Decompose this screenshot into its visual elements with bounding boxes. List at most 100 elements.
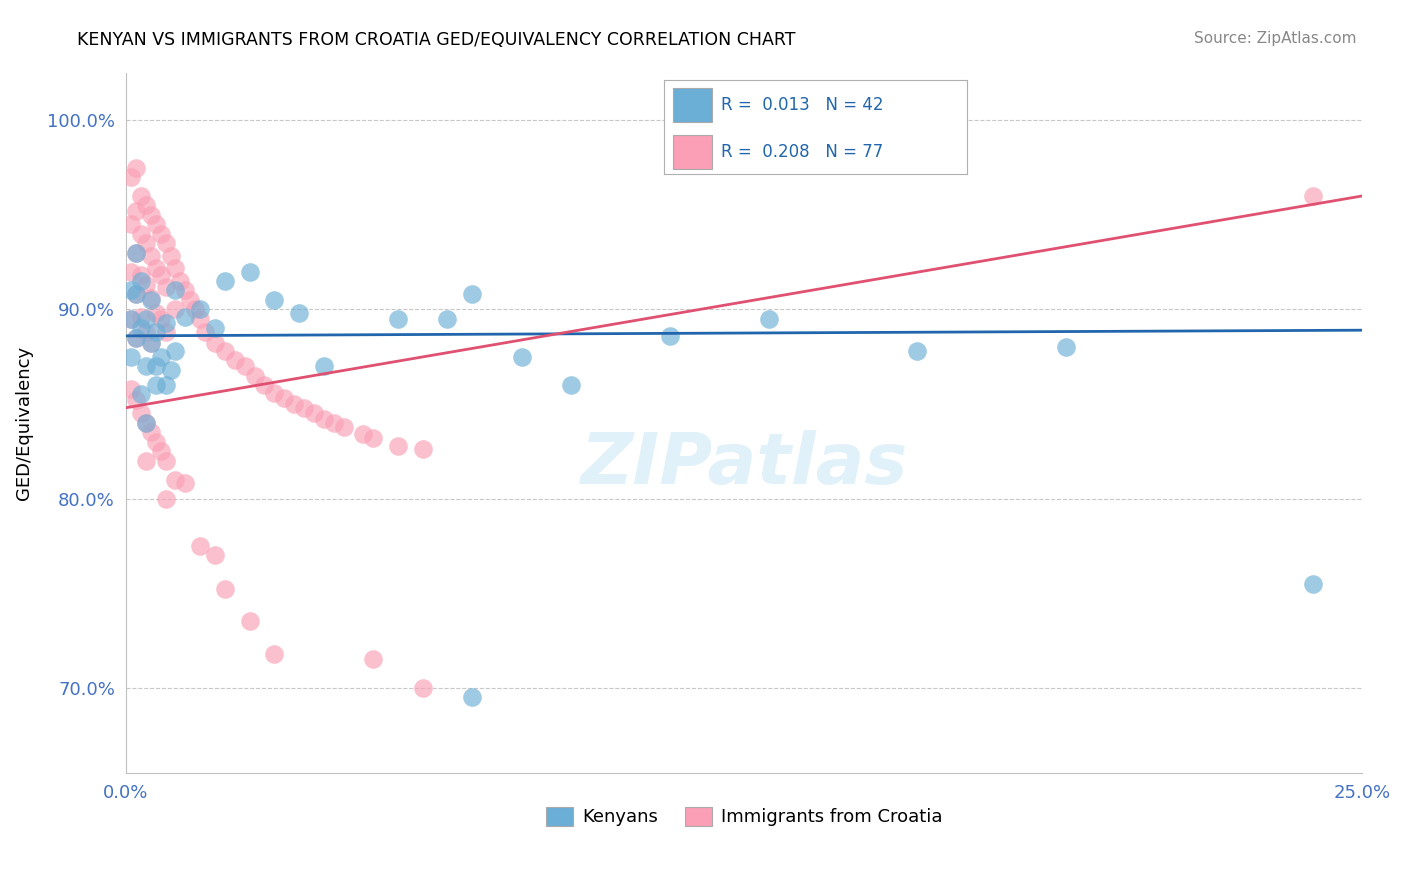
Point [1302, 576, 1324, 591]
Point [125, 287, 148, 301]
Point [214, 274, 236, 288]
Point [194, 325, 217, 339]
Point [145, 325, 167, 339]
Point [135, 359, 157, 373]
Point [139, 249, 162, 263]
Point [387, 311, 409, 326]
Point [139, 336, 162, 351]
Point [139, 425, 162, 440]
Point [312, 412, 335, 426]
Point [129, 387, 152, 401]
Point [125, 287, 148, 301]
Point [263, 293, 285, 307]
Point [412, 442, 434, 457]
Point [263, 647, 285, 661]
Point [155, 236, 177, 251]
Point [135, 236, 157, 251]
Point [125, 393, 148, 408]
Point [120, 311, 142, 326]
Point [145, 306, 167, 320]
Point [204, 548, 226, 562]
Point [149, 227, 172, 241]
Point [461, 690, 484, 704]
Point [155, 325, 177, 339]
Point [179, 293, 201, 307]
Point [302, 406, 325, 420]
Point [145, 378, 167, 392]
Point [214, 343, 236, 358]
Point [155, 378, 177, 392]
Point [1302, 189, 1324, 203]
Point [461, 287, 484, 301]
Point [125, 161, 148, 175]
Point [129, 274, 152, 288]
Point [135, 453, 157, 467]
Point [283, 397, 305, 411]
Point [120, 217, 142, 231]
Point [758, 311, 780, 326]
Point [120, 264, 142, 278]
Point [273, 391, 295, 405]
Point [659, 329, 682, 343]
Point [149, 268, 172, 283]
Point [135, 311, 157, 326]
Point [204, 321, 226, 335]
Point [145, 359, 167, 373]
Text: KENYAN VS IMMIGRANTS FROM CROATIA GED/EQUIVALENCY CORRELATION CHART: KENYAN VS IMMIGRANTS FROM CROATIA GED/EQ… [77, 31, 796, 49]
Point [155, 491, 177, 506]
Point [560, 378, 582, 392]
Point [125, 331, 148, 345]
Point [135, 277, 157, 292]
Point [188, 302, 211, 317]
Point [159, 363, 181, 377]
Point [135, 416, 157, 430]
Point [125, 245, 148, 260]
Point [139, 336, 162, 351]
Point [224, 353, 246, 368]
Point [165, 473, 187, 487]
Point [174, 310, 197, 324]
Point [361, 652, 384, 666]
Point [436, 311, 458, 326]
Point [352, 427, 374, 442]
Point [174, 476, 197, 491]
Point [120, 311, 142, 326]
Point [129, 310, 152, 324]
Point [125, 204, 148, 219]
Point [288, 306, 311, 320]
Point [165, 260, 187, 275]
Point [120, 350, 142, 364]
Point [165, 302, 187, 317]
Point [905, 343, 928, 358]
Point [204, 336, 226, 351]
Point [139, 208, 162, 222]
Point [169, 274, 191, 288]
Point [120, 382, 142, 396]
Point [510, 350, 533, 364]
Point [188, 539, 211, 553]
Point [239, 264, 262, 278]
Point [155, 316, 177, 330]
Point [174, 284, 197, 298]
Point [120, 284, 142, 298]
Point [253, 378, 276, 392]
Legend: Kenyans, Immigrants from Croatia: Kenyans, Immigrants from Croatia [538, 800, 950, 834]
Point [125, 245, 148, 260]
Point [139, 291, 162, 305]
Point [155, 453, 177, 467]
Point [129, 268, 152, 283]
Point [312, 359, 335, 373]
Point [139, 293, 162, 307]
Point [322, 416, 344, 430]
Point [155, 279, 177, 293]
Point [233, 359, 256, 373]
Point [292, 401, 315, 415]
Point [149, 444, 172, 458]
Point [125, 331, 148, 345]
Point [361, 431, 384, 445]
Point [387, 439, 409, 453]
Point [243, 368, 266, 383]
Point [129, 189, 152, 203]
Point [145, 260, 167, 275]
Point [129, 227, 152, 241]
